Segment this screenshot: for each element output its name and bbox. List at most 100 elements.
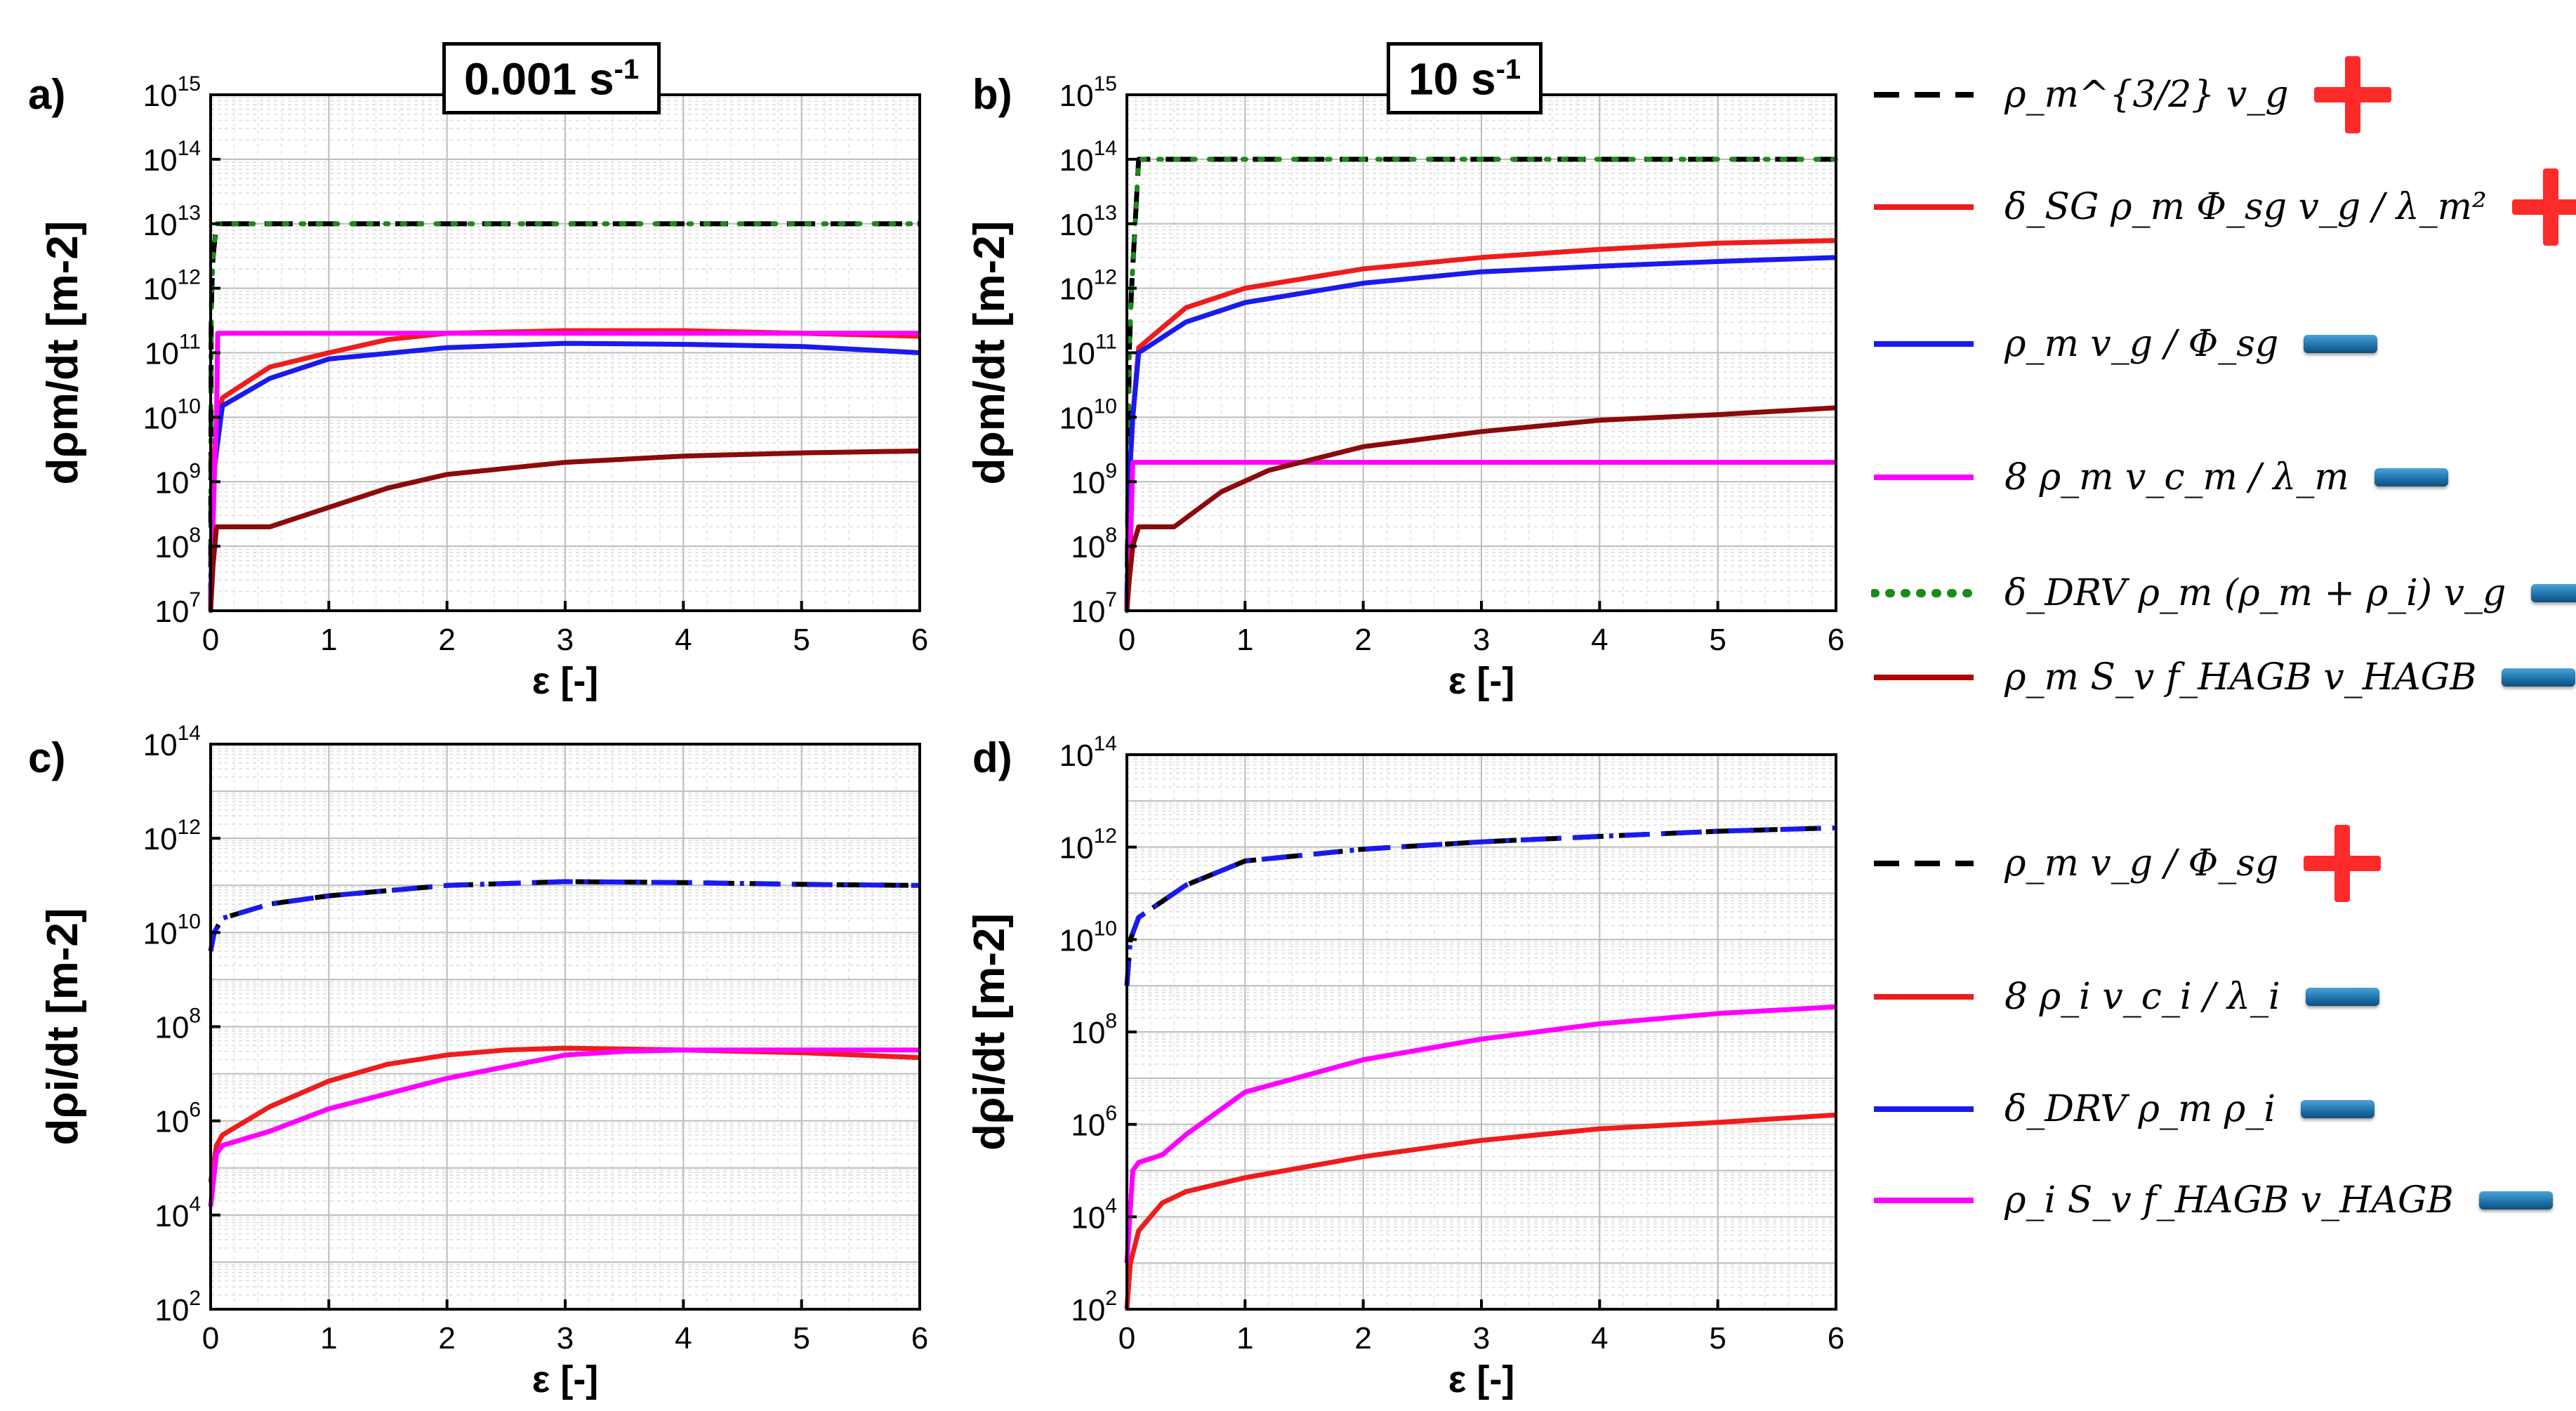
legend-item: ρ_m v_g / Φ_sg [1871, 825, 2382, 902]
legend-swatch [1874, 861, 1974, 866]
panel-label-d: d) [972, 734, 1012, 781]
plus-sign-icon [2304, 825, 2382, 902]
y-axis-label-a: dρm/dt [m-2] [39, 221, 87, 485]
x-tick-label: 5 [1709, 623, 1726, 657]
y-tick-label: 1012 [143, 266, 201, 307]
x-tick-label: 1 [320, 1321, 337, 1356]
x-tick-label: 3 [1473, 1321, 1490, 1356]
y-tick-label: 1010 [1059, 395, 1117, 435]
x-tick-label: 3 [1473, 623, 1490, 657]
y-tick-label: 1014 [143, 722, 201, 762]
legend-swatch [1874, 675, 1974, 680]
y-tick-label: 108 [1071, 524, 1117, 564]
panel-c: 102 104 106 108 1010 1012 1014 0 1 2 3 4 5 6 ε [-] dρi/… [28, 722, 928, 1400]
strain-rate-label-right: 10 s-1 [1387, 42, 1543, 115]
strain-rate-left-text: 0.001 s [464, 53, 614, 105]
y-tick-label: 1012 [1059, 825, 1117, 866]
y-tick-label: 106 [154, 1099, 201, 1139]
minus-sign-icon [2502, 668, 2576, 687]
minus-sign-icon [2305, 988, 2379, 1006]
x-tick-label: 6 [911, 623, 928, 657]
series-line-c-1 [208, 879, 920, 952]
legend-label: δ_SG ρ_m Φ_sg v_g / λ_m² [2004, 186, 2487, 228]
plus-sign-icon [2511, 168, 2576, 246]
y-tick-label: 104 [1071, 1194, 1117, 1235]
series-line-d-3 [1124, 1004, 1837, 1264]
legend-label: δ_DRV ρ_m (ρ_m + ρ_i) v_g [2004, 572, 2506, 614]
y-tick-label: 107 [1071, 588, 1117, 629]
x-axis-label-b: ε [-] [1448, 660, 1515, 702]
panel-d: 102 104 106 108 1010 1012 1014 0 1 2 3 4 5 6 ε [-] dρi/… [965, 732, 1844, 1400]
legend-swatch [1874, 1198, 1974, 1203]
legend-label: δ_DRV ρ_m ρ_i [2004, 1088, 2276, 1130]
legend-item: δ_SG ρ_m Φ_sg v_g / λ_m² [1871, 168, 2576, 246]
x-tick-label: 4 [675, 1321, 692, 1356]
strain-rate-right-exp: -1 [1495, 54, 1521, 85]
y-tick-label: 109 [1071, 459, 1117, 500]
legend-label: ρ_m S_v f_HAGB v_HAGB [2004, 656, 2477, 698]
y-tick-label: 104 [154, 1193, 201, 1233]
y-tick-label: 107 [154, 588, 201, 629]
y-axis-label-d: dρi/dt [m-2] [965, 913, 1014, 1151]
x-tick-label: 2 [1354, 623, 1371, 657]
x-axis-label-a: ε [-] [532, 660, 599, 702]
x-tick-label: 0 [202, 623, 219, 657]
x-tick-label: 4 [675, 623, 692, 657]
legend-item: ρ_m v_g / Φ_sg [1871, 309, 2378, 379]
minus-sign-icon [2531, 584, 2576, 602]
legend-swatch [1874, 341, 1974, 347]
x-tick-label: 2 [438, 1321, 455, 1356]
series-line-a-5 [208, 448, 920, 611]
x-tick-label: 4 [1591, 623, 1608, 657]
y-tick-label: 102 [1071, 1287, 1117, 1327]
minus-sign-icon [2301, 1100, 2374, 1118]
panel-a: 107 108 109 1010 1011 1012 1013 1014 1015 0 1 2 3 4 5 6… [28, 71, 928, 702]
minus-sign-icon [2478, 1191, 2553, 1210]
x-tick-label: 5 [793, 623, 810, 657]
legend-label: ρ_m^{3/2} v_g [2004, 74, 2289, 116]
legend-swatch [1874, 92, 1974, 98]
plus-sign-icon [2313, 56, 2391, 133]
legend-item: 8 ρ_i v_c_i / λ_i [1871, 962, 2379, 1032]
series-line-c-0 [208, 879, 920, 952]
legend-swatch [1871, 589, 1976, 597]
y-tick-label: 1013 [1059, 201, 1117, 242]
series-line-b-1 [1124, 157, 1839, 614]
legend-swatch [1874, 1106, 1974, 1112]
y-tick-label: 108 [1071, 1009, 1117, 1050]
legend-item: ρ_i S_v f_HAGB v_HAGB [1871, 1165, 2553, 1236]
y-tick-label: 1015 [1059, 72, 1117, 113]
panel-label-a: a) [28, 71, 65, 118]
strain-rate-left-exp: -1 [614, 54, 640, 85]
y-tick-label: 1010 [143, 395, 201, 435]
x-tick-label: 1 [1236, 1321, 1253, 1356]
legend-swatch [1874, 204, 1974, 210]
y-tick-label: 102 [154, 1287, 201, 1327]
x-tick-label: 1 [1236, 623, 1253, 657]
y-tick-label: 1010 [143, 910, 201, 950]
legend-item: δ_DRV ρ_m (ρ_m + ρ_i) v_g [1871, 558, 2576, 628]
legend-swatch [1874, 994, 1974, 1000]
y-tick-label: 1015 [143, 72, 201, 113]
x-tick-label: 0 [1118, 623, 1135, 657]
series-line-b-3 [1124, 255, 1837, 611]
minus-sign-icon [2374, 468, 2448, 486]
y-tick-label: 1011 [145, 331, 201, 371]
legend-swatch [1874, 475, 1974, 480]
series-line-d-1 [1124, 825, 1837, 986]
series-line-c-3 [208, 1047, 920, 1207]
legend-item: 8 ρ_m v_c_m / λ_m [1871, 442, 2448, 512]
panel-b: 107 108 109 1010 1011 1012 1013 1014 1015 0 1 2 3 4 5 6… [965, 71, 1844, 702]
minus-sign-icon [2304, 335, 2378, 353]
y-tick-label: 106 [1071, 1102, 1117, 1143]
strain-rate-right-text: 10 s [1408, 53, 1496, 105]
y-tick-label: 108 [154, 524, 201, 564]
legend-label: ρ_m v_g / Φ_sg [2004, 323, 2279, 365]
y-tick-label: 108 [154, 1005, 201, 1045]
series-line-d-2 [1124, 1112, 1837, 1310]
x-tick-label: 3 [557, 623, 574, 657]
legend-label: 8 ρ_i v_c_i / λ_i [2004, 976, 2280, 1018]
legend-item: ρ_m S_v f_HAGB v_HAGB [1871, 642, 2576, 713]
y-tick-label: 1014 [1059, 732, 1117, 773]
y-tick-label: 1010 [1059, 917, 1117, 958]
